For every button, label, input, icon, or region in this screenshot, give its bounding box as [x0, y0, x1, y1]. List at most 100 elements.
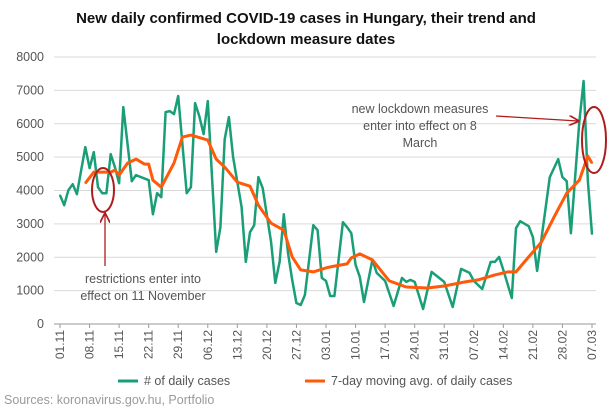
x-tick-label: 22.11 [142, 330, 156, 359]
data-point [274, 282, 277, 284]
y-tick-label: 2000 [16, 250, 44, 264]
data-point [249, 185, 251, 187]
data-point [527, 225, 530, 228]
november-annotation-text: restrictions enter into [85, 272, 201, 286]
data-point [122, 106, 125, 108]
data-point [177, 95, 180, 97]
data-point [206, 100, 209, 102]
data-point [278, 261, 281, 263]
x-tick-label: 08.11 [83, 330, 97, 359]
data-point [63, 204, 66, 206]
data-point [59, 194, 61, 196]
data-point [295, 302, 298, 304]
data-point [202, 133, 205, 135]
data-point [257, 204, 260, 206]
data-point [84, 146, 87, 148]
data-point [329, 266, 332, 268]
march-annotation-text: March [403, 136, 438, 150]
data-point [228, 116, 230, 118]
data-point [316, 229, 319, 232]
data-point [147, 163, 150, 165]
data-point [257, 176, 260, 178]
x-tick-label: 10.01 [349, 330, 363, 360]
data-point [168, 110, 171, 112]
data-point [152, 213, 154, 215]
data-point [515, 271, 517, 273]
data-point [570, 232, 572, 235]
data-point [194, 102, 196, 104]
data-point [586, 155, 589, 157]
data-point [198, 115, 201, 117]
data-point [185, 192, 188, 194]
data-point [477, 279, 479, 281]
data-point [405, 286, 408, 288]
x-tick-label: 15.11 [112, 330, 126, 359]
chart-title-line-2: lockdown measure dates [217, 31, 395, 48]
source-note: Sources: koronavirus.gov.hu, Portfolio [4, 393, 214, 407]
data-point [173, 113, 175, 115]
x-tick-label: 28.02 [555, 330, 569, 360]
data-point [299, 269, 302, 271]
x-tick-label: 06.12 [201, 330, 215, 360]
data-point [591, 162, 593, 164]
data-point [240, 206, 243, 208]
x-tick-label: 24.01 [408, 330, 422, 360]
data-point [498, 256, 500, 258]
data-point [468, 272, 471, 274]
data-point [464, 281, 467, 283]
data-point [548, 176, 551, 178]
data-point [582, 80, 585, 82]
data-point [413, 281, 416, 283]
data-point [506, 271, 509, 273]
data-point [190, 134, 192, 136]
y-tick-label: 0 [37, 317, 44, 331]
data-point [130, 180, 133, 182]
data-point [160, 196, 163, 198]
x-tick-label: 07.02 [467, 330, 481, 360]
data-point [291, 279, 294, 281]
data-point [223, 166, 226, 168]
data-point [346, 226, 348, 229]
y-tick-label: 3000 [16, 217, 44, 231]
data-point [515, 227, 517, 230]
data-point [190, 186, 192, 188]
data-point [502, 269, 505, 271]
data-point [358, 253, 361, 255]
data-point [329, 295, 332, 297]
data-point [371, 259, 374, 261]
data-point [219, 226, 222, 229]
data-point [532, 236, 534, 239]
data-point [105, 192, 108, 194]
y-tick-label: 6000 [16, 117, 44, 131]
data-point [118, 174, 120, 176]
chart-title-line-1: New daily confirmed COVID-19 cases in Hu… [76, 10, 536, 27]
data-point [118, 182, 120, 184]
data-point [578, 121, 581, 123]
data-point [92, 151, 95, 153]
data-point [249, 231, 251, 234]
data-point [536, 270, 538, 272]
data-point [236, 181, 239, 183]
data-point [320, 277, 323, 279]
data-point [101, 192, 104, 194]
data-point [84, 182, 87, 184]
data-point [430, 271, 433, 273]
data-point [232, 156, 234, 158]
data-point [350, 232, 353, 235]
moving-average-series [84, 133, 594, 290]
data-point [164, 111, 167, 113]
daily-cases-series [58, 79, 594, 311]
data-point [346, 263, 348, 265]
data-point [206, 139, 209, 141]
data-point [97, 186, 99, 188]
data-point [156, 192, 158, 194]
y-tick-label: 5000 [16, 150, 44, 164]
data-point [354, 264, 357, 266]
x-tick-label: 07.03 [585, 330, 599, 360]
data-point [215, 158, 218, 160]
y-tick-label: 1000 [16, 284, 44, 298]
data-point [405, 281, 408, 283]
data-point [282, 229, 285, 232]
